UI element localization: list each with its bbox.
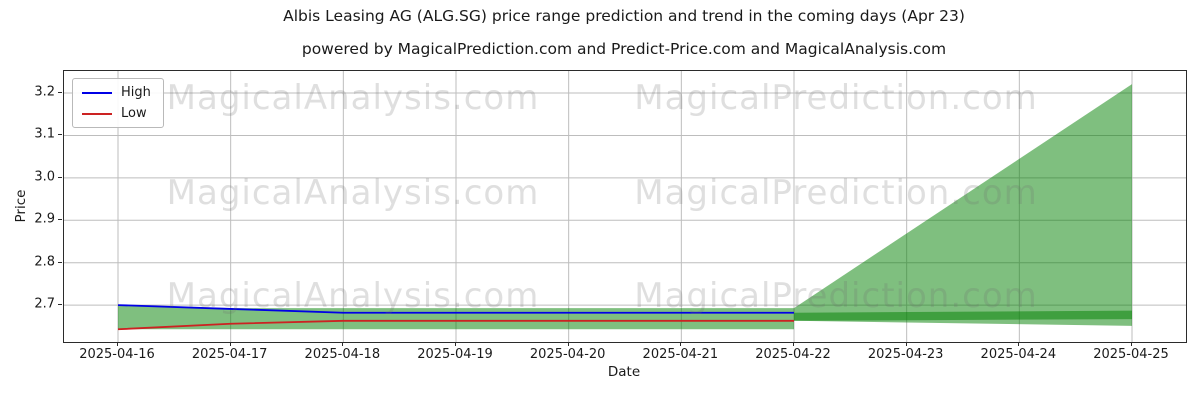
x-tick-label: 2025-04-20 bbox=[529, 347, 606, 362]
x-tick-mark bbox=[117, 342, 118, 346]
y-tick-mark bbox=[58, 261, 62, 263]
chart-canvas bbox=[64, 71, 1186, 342]
x-tick-label: 2025-04-24 bbox=[980, 347, 1057, 362]
y-tick-mark bbox=[58, 92, 62, 94]
x-tick-label: 2025-04-16 bbox=[79, 347, 155, 362]
legend-item-high: High bbox=[82, 86, 151, 99]
x-tick-label: 2025-04-17 bbox=[191, 347, 268, 362]
x-tick-mark bbox=[455, 342, 456, 346]
series-line-low bbox=[117, 319, 794, 331]
x-tick-label: 2025-04-25 bbox=[1093, 347, 1169, 362]
x-tick-label: 2025-04-23 bbox=[867, 347, 944, 362]
x-tick-label: 2025-04-21 bbox=[642, 347, 719, 362]
y-tick-mark bbox=[58, 219, 62, 221]
x-tick-mark bbox=[905, 342, 907, 346]
x-tick-mark bbox=[1018, 342, 1020, 346]
legend-label-low: Low bbox=[121, 106, 147, 121]
x-tick-mark bbox=[680, 342, 682, 346]
x-tick-label: 2025-04-22 bbox=[755, 347, 831, 362]
y-axis-label: Price bbox=[13, 189, 29, 223]
y-tick-label: 2.9 bbox=[34, 211, 55, 227]
band-current-range-extension bbox=[794, 310, 1132, 321]
x-tick-mark bbox=[342, 342, 344, 346]
y-tick-label: 3.2 bbox=[34, 84, 55, 100]
y-tick-label: 2.8 bbox=[34, 254, 55, 270]
legend-item-low: Low bbox=[82, 107, 151, 120]
x-axis-label: Date bbox=[607, 364, 641, 380]
y-tick-label: 3.0 bbox=[34, 169, 55, 185]
x-tick-mark bbox=[229, 342, 231, 346]
y-tick-mark bbox=[58, 176, 62, 178]
y-tick-label: 2.7 bbox=[34, 296, 55, 312]
legend-label-high: High bbox=[121, 85, 151, 100]
chart-title: Albis Leasing AG (ALG.SG) price range pr… bbox=[283, 7, 965, 25]
plot-area: MagicalAnalysis.com MagicalPrediction.com… bbox=[63, 70, 1187, 343]
x-tick-label: 2025-04-19 bbox=[417, 347, 493, 362]
x-tick-mark bbox=[793, 342, 794, 346]
y-tick-mark bbox=[58, 134, 62, 136]
band-prediction-cone bbox=[794, 84, 1132, 326]
chart-subtitle: powered by MagicalPrediction.com and Pre… bbox=[301, 40, 947, 58]
x-tick-label: 2025-04-18 bbox=[304, 347, 381, 362]
series-line-high bbox=[117, 304, 794, 314]
legend: High Low bbox=[72, 78, 164, 128]
y-tick-label: 3.1 bbox=[34, 126, 55, 142]
y-tick-mark bbox=[58, 304, 62, 306]
high-line-swatch bbox=[82, 91, 112, 94]
x-tick-mark bbox=[567, 342, 569, 346]
x-tick-mark bbox=[1131, 342, 1132, 346]
low-line-swatch bbox=[82, 112, 112, 115]
